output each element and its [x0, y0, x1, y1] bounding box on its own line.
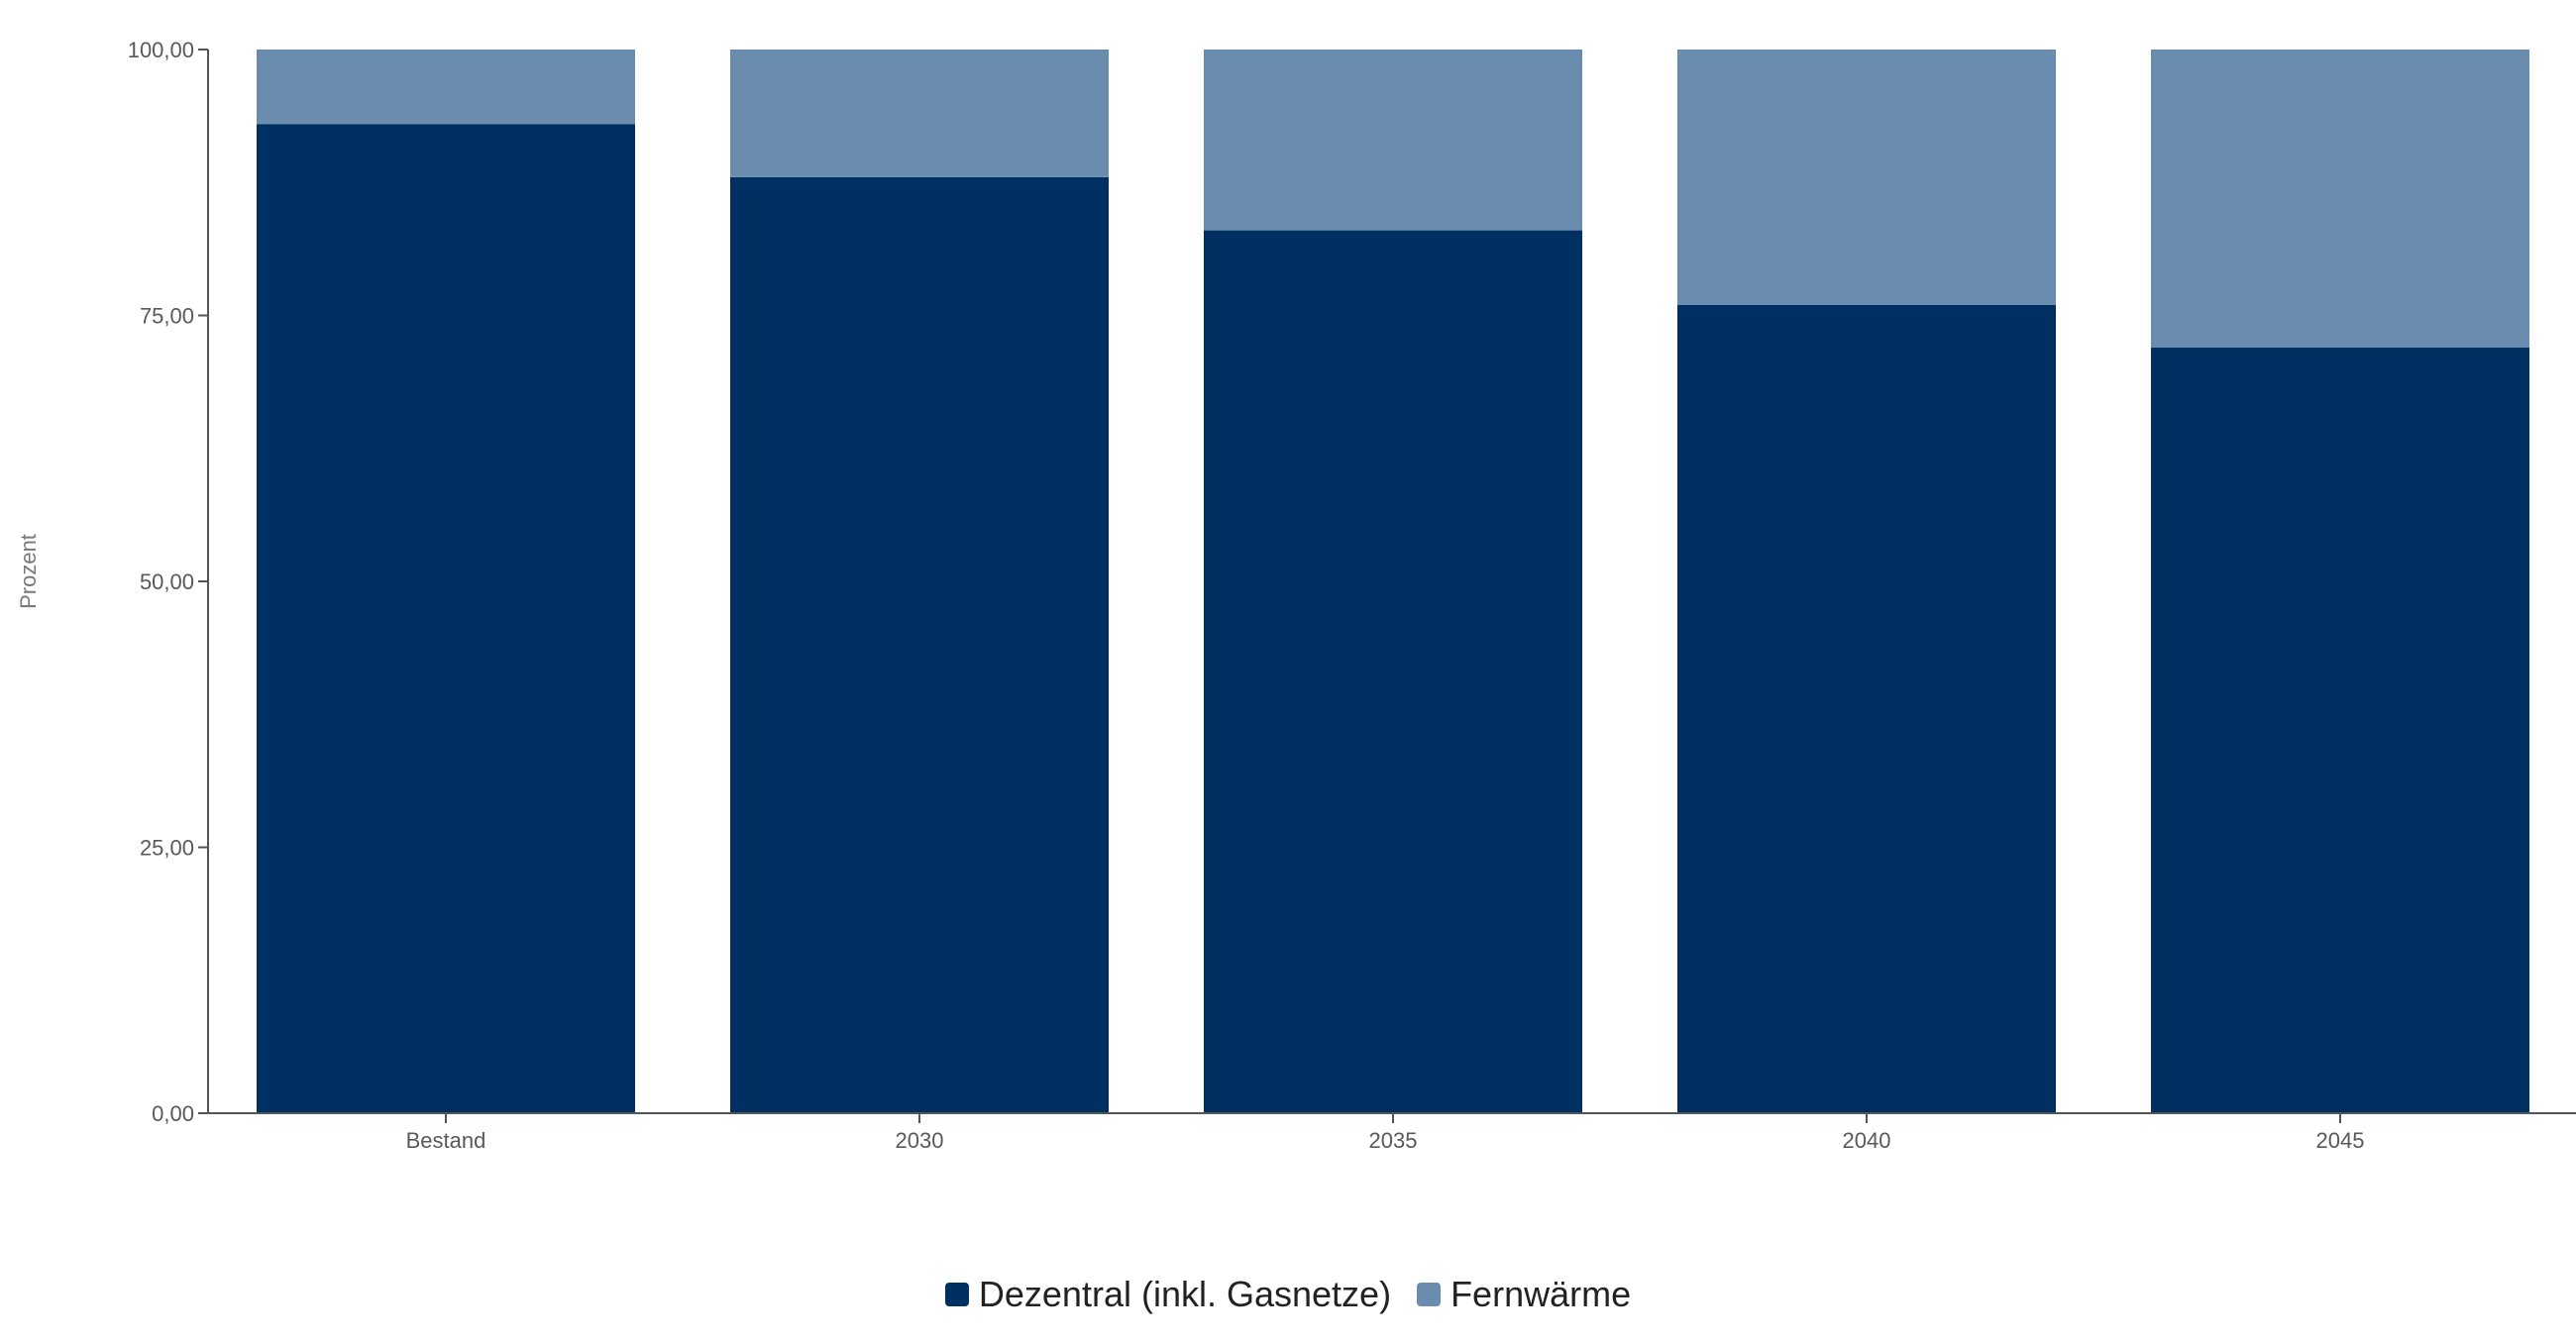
x-tick-label: 2030	[896, 1128, 944, 1153]
x-axis-ticks: Bestand 2030 2035 2040 2045	[406, 1113, 2365, 1153]
bar-dezentral-2030[interactable]	[730, 176, 1109, 1113]
bar-fernwaerme-2040[interactable]	[1677, 50, 2056, 305]
y-axis-title: Prozent	[16, 534, 41, 609]
x-tick-label: 2035	[1369, 1128, 1418, 1153]
y-tick-label: 100,00	[128, 38, 194, 62]
legend: Dezentral (inkl. Gasnetze) Fernwärme	[0, 1274, 2576, 1315]
x-tick-label: Bestand	[406, 1128, 486, 1153]
bar-fernwaerme-2035[interactable]	[1204, 50, 1582, 231]
bar-dezentral-2040[interactable]	[1677, 304, 2056, 1113]
legend-item-fernwaerme[interactable]: Fernwärme	[1417, 1274, 1631, 1315]
y-tick-label: 0,00	[152, 1101, 194, 1126]
bar-fernwaerme-2045[interactable]	[2151, 50, 2529, 348]
bar-fernwaerme-bestand[interactable]	[257, 50, 635, 125]
x-tick-label: 2045	[2316, 1128, 2365, 1153]
legend-swatch-dezentral	[944, 1283, 969, 1306]
legend-label-fernwaerme: Fernwärme	[1450, 1274, 1632, 1314]
legend-item-dezentral[interactable]: Dezentral (inkl. Gasnetze)	[944, 1274, 1392, 1315]
bar-dezentral-bestand[interactable]	[257, 124, 635, 1114]
bars-group	[257, 50, 2529, 1114]
y-axis-ticks: 0,00 25,00 50,00 75,00 100,00	[128, 38, 208, 1126]
y-tick-label: 50,00	[140, 569, 194, 594]
bar-fernwaerme-2030[interactable]	[730, 50, 1109, 177]
y-tick-label: 75,00	[140, 304, 194, 329]
bar-dezentral-2045[interactable]	[2151, 347, 2529, 1114]
legend-label-dezentral: Dezentral (inkl. Gasnetze)	[978, 1274, 1392, 1314]
bar-dezentral-2035[interactable]	[1204, 230, 1582, 1113]
x-tick-label: 2040	[1843, 1128, 1891, 1153]
y-tick-label: 25,00	[140, 836, 194, 861]
legend-swatch-fernwaerme	[1417, 1283, 1442, 1306]
